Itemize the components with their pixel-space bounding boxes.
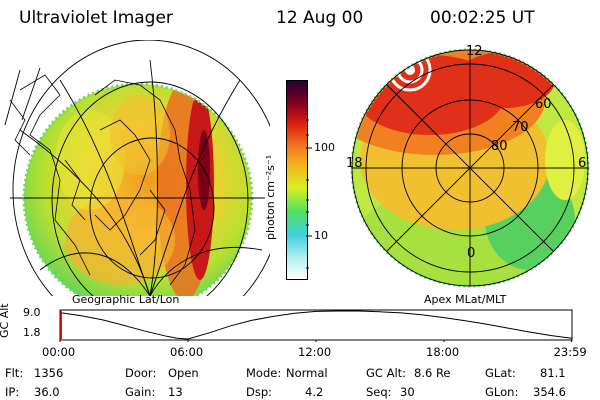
- geographic-map: [4, 40, 270, 296]
- altitude-ytick-max: 9.0: [23, 306, 41, 319]
- instrument-title: Ultraviolet Imager: [19, 8, 173, 28]
- door-label: Door:: [125, 366, 157, 380]
- altitude-xtick-label: 18:00: [426, 345, 460, 359]
- altitude-xtick-label: 12:00: [298, 345, 332, 359]
- flight-label: Flt:: [5, 366, 24, 380]
- colorbar-ticks: [306, 119, 312, 269]
- colorbar: [286, 80, 308, 280]
- lat-lon-grid: [4, 40, 270, 296]
- glon-label: GLon:: [485, 385, 519, 399]
- colorbar-tick-10: 10: [314, 229, 328, 242]
- mlat-label-60: 60: [535, 97, 552, 112]
- colorbar-unit-label: photon cm⁻²s⁻¹: [264, 154, 277, 240]
- left-panel-label: Geographic Lat/Lon: [72, 293, 180, 306]
- gc-alt-value: 8.6 Re: [414, 366, 451, 380]
- altitude-plot-frame: [59, 309, 573, 341]
- dsp-value: 4.2: [305, 385, 324, 399]
- seq-value: 30: [400, 385, 415, 399]
- mode-value: Normal: [286, 366, 328, 380]
- altitude-xtick-label: 23:59: [553, 345, 587, 359]
- glon-value: 354.6: [533, 385, 566, 399]
- ip-label: IP:: [5, 385, 20, 399]
- seq-label: Seq:: [366, 385, 392, 399]
- altitude-series-line: [59, 310, 572, 340]
- polar-plot: [350, 48, 590, 288]
- ip-value: 36.0: [34, 385, 60, 399]
- altitude-plot: [59, 309, 573, 342]
- mlat-label-70: 70: [512, 120, 529, 135]
- right-panel-label: Apex MLat/MLT: [424, 293, 507, 306]
- flight-value: 1356: [34, 366, 64, 380]
- altitude-xtick-label: 00:00: [42, 345, 76, 359]
- door-value: Open: [168, 366, 199, 380]
- gain-label: Gain:: [125, 385, 156, 399]
- mlt-label-6: 6: [578, 156, 587, 171]
- colorbar-tick-100: 100: [314, 141, 335, 154]
- glat-value: 81.1: [540, 366, 566, 380]
- mlt-label-12: 12: [466, 44, 483, 59]
- mlat-mlt-grid: [351, 49, 589, 287]
- mlt-label-0: 0: [467, 246, 476, 261]
- dsp-label: Dsp:: [246, 385, 273, 399]
- coastline-overlay: [9, 74, 196, 286]
- gc-alt-label: GC Alt:: [366, 366, 407, 380]
- altitude-xtick-label: 06:00: [170, 345, 204, 359]
- mode-label: Mode:: [246, 366, 282, 380]
- image-time: 00:02:25 UT: [430, 8, 535, 28]
- image-date: 12 Aug 00: [276, 8, 364, 28]
- mlt-label-18: 18: [346, 156, 363, 171]
- altitude-axis-label: GC Alt: [0, 303, 11, 338]
- glat-label: GLat:: [485, 366, 516, 380]
- gain-value: 13: [168, 385, 183, 399]
- mlat-label-80: 80: [491, 139, 508, 154]
- altitude-ytick-min: 1.8: [23, 326, 41, 339]
- left-aurora-image: [24, 84, 252, 296]
